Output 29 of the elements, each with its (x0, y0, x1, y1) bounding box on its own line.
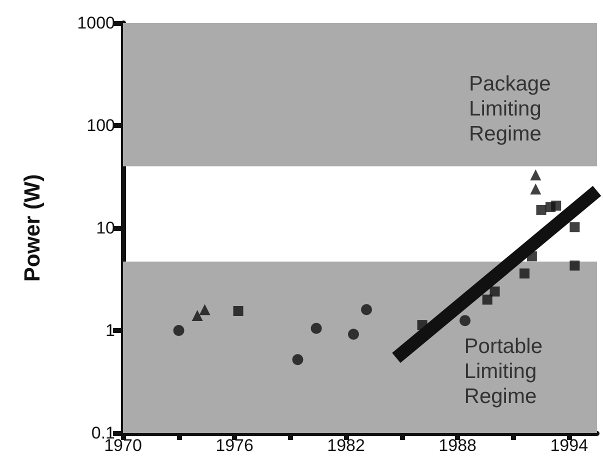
point (192, 310, 203, 322)
y-tick-label: 1 (106, 321, 115, 340)
band-label: Package Limiting Regime (469, 72, 551, 146)
point (570, 260, 580, 271)
x-tick-label: 1976 (216, 436, 254, 455)
x-tick-label: 1982 (327, 436, 365, 455)
point (536, 204, 546, 215)
x-tick-label: 1994 (550, 436, 588, 455)
point (310, 322, 322, 334)
point (292, 354, 304, 366)
point (530, 169, 542, 180)
point (417, 320, 428, 330)
y-axis-title: Power (W) (20, 174, 44, 282)
point (530, 184, 542, 195)
point (199, 304, 210, 316)
point (551, 200, 562, 211)
x-tick-label: 1988 (438, 436, 476, 455)
point (570, 222, 580, 232)
point (526, 251, 537, 262)
point (173, 325, 184, 336)
point (520, 268, 530, 278)
point (348, 328, 359, 340)
point (490, 286, 500, 297)
point (233, 306, 244, 316)
point (460, 315, 471, 326)
y-tick-label: 1000 (77, 14, 115, 32)
point (361, 304, 372, 316)
band-label: Portable Limiting Regime (464, 334, 542, 408)
point (482, 294, 492, 305)
